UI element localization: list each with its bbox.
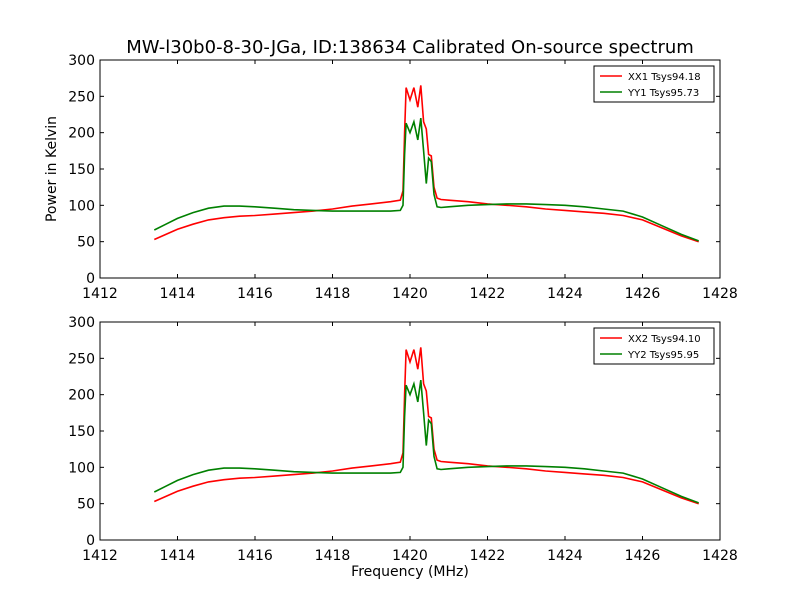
- y-tick-label-1-1: 50: [77, 235, 95, 251]
- x-tick-label-1-0: 1412: [82, 286, 118, 302]
- x-tick-label-2-4: 1420: [392, 548, 428, 564]
- y-tick-label-1-3: 150: [68, 162, 95, 178]
- legend-box-2: [593, 327, 715, 365]
- x-tick-label-2-6: 1424: [547, 548, 583, 564]
- legend-label-2-1: XX2 Tsys94.10: [628, 334, 701, 345]
- y-tick-label-2-0: 0: [86, 533, 95, 549]
- legend-2: XX2 Tsys94.10 YY2 Tsys95.95: [593, 327, 715, 365]
- y-tick-label-2-3: 150: [68, 424, 95, 440]
- x-tick-label-1-8: 1428: [702, 286, 738, 302]
- series-line-1-2: [153, 117, 699, 242]
- y-tick-label-1-0: 0: [86, 271, 95, 287]
- x-tick-label-2-0: 1412: [82, 548, 118, 564]
- x-tick-label-2-1: 1414: [160, 548, 196, 564]
- x-tick-label-1-5: 1422: [470, 286, 506, 302]
- series-line-2-2: [153, 379, 699, 504]
- y-tick-label-2-5: 250: [68, 351, 95, 367]
- x-tick-label-1-2: 1416: [237, 286, 273, 302]
- legend-label-1-1: XX1 Tsys94.18: [628, 72, 701, 83]
- bottom-panel: 1412 1414 1416 1418 1420 1422 1424 1426 1428 0 50 1…: [68, 315, 738, 564]
- y-tick-label-1-2: 100: [68, 198, 95, 214]
- legend-label-2-2: YY2 Tsys95.95: [627, 350, 699, 361]
- x-tick-label-1-4: 1420: [392, 286, 428, 302]
- y-axis-label: Power in Kelvin: [44, 116, 60, 222]
- x-tick-label-1-1: 1414: [160, 286, 196, 302]
- x-tick-label-2-5: 1422: [470, 548, 506, 564]
- series-line-2-1: [153, 347, 699, 505]
- legend-1: XX1 Tsys94.18 YY1 Tsys95.73: [593, 65, 715, 103]
- y-tick-label-1-4: 200: [68, 126, 95, 142]
- x-tick-label-2-2: 1416: [237, 548, 273, 564]
- x-tick-label-2-7: 1426: [625, 548, 661, 564]
- y-tick-label-2-6: 300: [68, 315, 95, 331]
- legend-box-1: [593, 65, 715, 103]
- x-tick-label-2-3: 1418: [315, 548, 351, 564]
- figure-title: MW-l30b0-8-30-JGa, ID:138634 Calibrated …: [126, 37, 694, 58]
- x-axis-label: Frequency (MHz): [351, 564, 469, 580]
- legend-label-1-2: YY1 Tsys95.73: [627, 88, 699, 99]
- x-tick-label-1-7: 1426: [625, 286, 661, 302]
- y-tick-label-2-4: 200: [68, 388, 95, 404]
- x-tick-label-2-8: 1428: [702, 548, 738, 564]
- y-tick-label-2-1: 50: [77, 497, 95, 513]
- x-tick-label-1-3: 1418: [315, 286, 351, 302]
- top-panel: 1412 1414 1416 1418 1420 1422 1424 1426 1428 0 50 1…: [68, 53, 738, 302]
- y-tick-label-1-5: 250: [68, 89, 95, 105]
- y-tick-label-2-2: 100: [68, 460, 95, 476]
- series-line-1-1: [153, 85, 699, 243]
- x-tick-label-1-6: 1424: [547, 286, 583, 302]
- y-tick-label-1-6: 300: [68, 53, 95, 69]
